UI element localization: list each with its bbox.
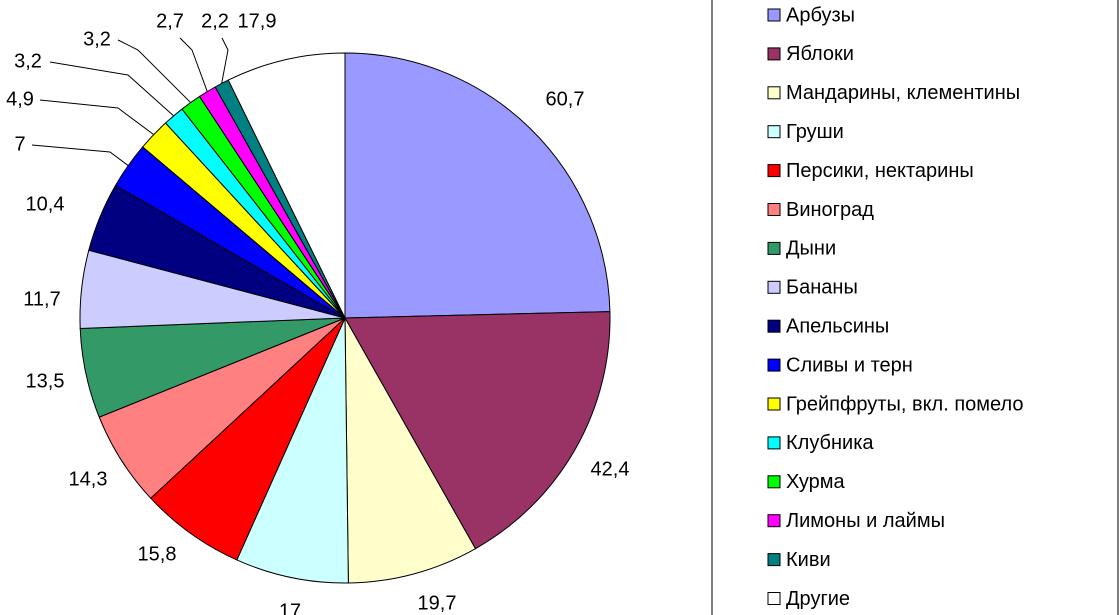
data-label: 60,7 [546, 88, 585, 110]
legend-label: Бананы [786, 277, 858, 299]
pie-slice [344, 52, 611, 319]
legend-label: Арбузы [786, 4, 855, 26]
legend-swatch [767, 86, 781, 100]
data-label: 15,8 [138, 543, 177, 565]
data-label: 7 [14, 133, 25, 155]
data-label: 2,2 [201, 10, 229, 32]
pie-slice [344, 317, 477, 584]
pie-slice [227, 52, 346, 319]
data-label: 2,7 [156, 10, 184, 32]
legend-box [711, 0, 1119, 615]
legend-swatch [767, 241, 781, 255]
leader-line [221, 37, 229, 84]
data-label: 3,2 [83, 28, 111, 50]
legend-label: Апельсины [786, 315, 889, 337]
leader-line [49, 61, 174, 117]
pie-slice [236, 317, 349, 584]
legend-label: Хурма [786, 471, 846, 493]
legend-label: Яблоки [786, 43, 854, 65]
legend-label: Лимоны и лаймы [786, 510, 945, 532]
legend-label: Персики, нектарины [786, 160, 974, 182]
legend-swatch [767, 553, 781, 567]
legend-label: Другие [786, 588, 850, 610]
leader-line [31, 144, 129, 166]
legend-label: Мандарины, клементины [786, 82, 1020, 104]
legend-swatch [767, 514, 781, 528]
leader-line [39, 99, 155, 135]
data-label: 17,9 [238, 10, 277, 32]
data-label: 10,4 [26, 193, 65, 215]
legend-label: Клубника [786, 432, 874, 454]
legend-swatch [767, 280, 781, 294]
data-label: 19,7 [418, 592, 457, 614]
legend-swatch [767, 8, 781, 22]
legend-label: Грейпфруты, вкл. помело [786, 393, 1024, 415]
legend-swatch [767, 164, 781, 178]
legend-swatch [767, 47, 781, 61]
data-label: 42,4 [591, 458, 630, 480]
legend-swatch [767, 203, 781, 216]
legend-label: Груши [786, 121, 844, 143]
data-label: 11,7 [23, 288, 60, 310]
data-label: 3,2 [14, 50, 42, 72]
legend-label: Дыни [786, 238, 836, 260]
legend-label: Сливы и терн [786, 354, 913, 376]
data-label: 13,5 [26, 370, 65, 392]
legend-label: Киви [786, 549, 831, 571]
data-label: 4,9 [6, 88, 34, 110]
legend-swatch [767, 592, 781, 605]
legend-swatch [767, 358, 781, 372]
legend-swatch [767, 436, 781, 450]
leader-line [179, 37, 208, 92]
legend-swatch [767, 319, 781, 333]
legend-label: Виноград [786, 199, 874, 221]
legend-swatch [767, 397, 781, 411]
data-label: 17 [279, 600, 301, 615]
leader-line [117, 39, 192, 103]
legend-swatch [767, 475, 781, 489]
legend-swatch [767, 125, 781, 139]
data-label: 14,3 [69, 468, 108, 490]
pie-slice [344, 311, 611, 550]
